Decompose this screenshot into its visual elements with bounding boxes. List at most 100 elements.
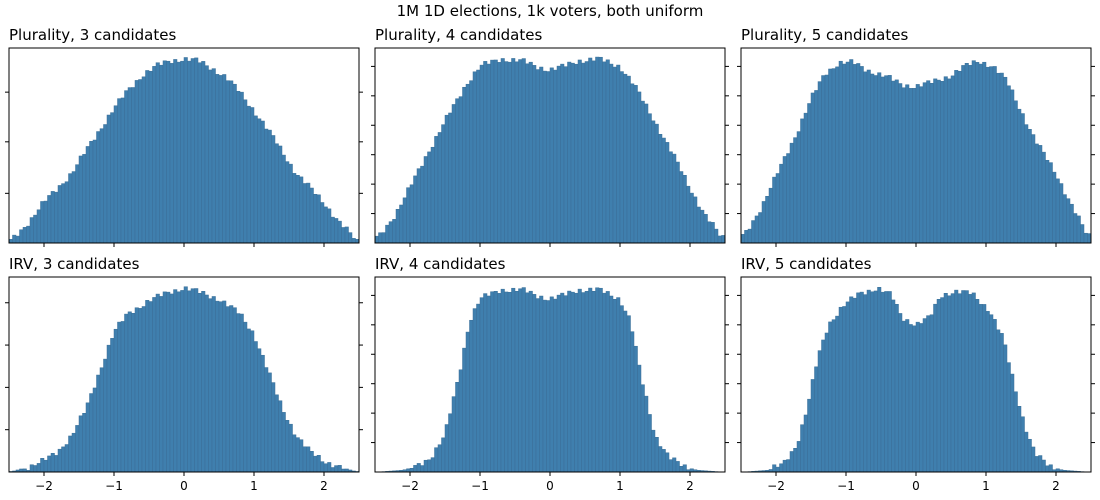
- histogram-bar: [982, 61, 987, 244]
- histogram-bar: [950, 75, 955, 244]
- histogram-bar: [152, 66, 157, 244]
- histogram-bar: [323, 206, 328, 244]
- histogram-bar: [134, 80, 139, 244]
- histogram-bar: [29, 217, 34, 244]
- histogram-bar: [406, 187, 411, 244]
- histogram-bar: [591, 60, 596, 244]
- histogram-bar: [444, 114, 449, 244]
- histogram-bar: [327, 462, 332, 473]
- histogram-bar: [863, 71, 868, 244]
- histogram-bar: [103, 124, 108, 244]
- histogram-bar: [793, 137, 798, 244]
- histogram-bar: [320, 202, 325, 244]
- histogram-bar: [658, 446, 663, 473]
- histogram-bar: [413, 175, 418, 244]
- panel-title: Plurality, 4 candidates: [375, 26, 542, 44]
- histogram-bar: [232, 307, 237, 473]
- histogram-bar: [1073, 213, 1078, 244]
- histogram-bar: [528, 290, 533, 473]
- histogram-bar: [57, 185, 62, 244]
- histogram-bar: [1062, 194, 1067, 244]
- histogram-bar: [514, 61, 519, 244]
- histogram-bar: [33, 214, 38, 244]
- histogram-bar: [693, 196, 698, 244]
- histogram-bar: [535, 69, 540, 244]
- histogram-bar: [138, 79, 143, 244]
- histogram-bar: [78, 415, 83, 473]
- histogram-bar: [504, 61, 509, 244]
- histogram-bar: [644, 103, 649, 244]
- histogram-bar: [936, 299, 941, 473]
- histogram-bar: [327, 208, 332, 244]
- histogram-bar: [661, 137, 666, 244]
- histogram-bar: [824, 74, 829, 244]
- histogram-bar: [814, 366, 819, 473]
- histogram-bar: [173, 289, 178, 473]
- histogram-bar: [124, 90, 129, 244]
- histogram-bar: [922, 82, 927, 244]
- histogram-bar: [320, 461, 325, 473]
- histogram-bar: [71, 432, 76, 473]
- histogram-bar: [577, 288, 582, 473]
- histogram-bar: [866, 289, 871, 473]
- histogram-bar: [933, 303, 938, 473]
- histogram-bar: [127, 87, 132, 244]
- histogram-bar: [113, 105, 118, 244]
- histogram-bar: [479, 297, 484, 473]
- histogram-bar: [423, 156, 428, 244]
- histogram-bar: [462, 347, 467, 473]
- histogram-bar: [334, 465, 339, 473]
- x-tick-label: 1: [250, 479, 258, 493]
- histogram-bar: [936, 79, 941, 244]
- histogram-bar: [852, 297, 857, 473]
- histogram-bar: [668, 459, 673, 473]
- histogram-bar: [476, 69, 481, 244]
- histogram-bar: [782, 459, 787, 473]
- histogram-bar: [469, 319, 474, 473]
- histogram-bar: [985, 66, 990, 244]
- histogram-bar: [218, 301, 223, 473]
- histogram-bar: [740, 234, 745, 244]
- histogram-bar: [975, 62, 980, 244]
- histogram-bar: [793, 448, 798, 473]
- histogram-bar: [239, 91, 244, 244]
- histogram-bar: [479, 64, 484, 244]
- histogram-bar: [1003, 76, 1008, 244]
- histogram-bar: [553, 69, 558, 244]
- histogram-bar: [619, 71, 624, 244]
- histogram-bar: [637, 91, 642, 244]
- histogram-bar: [971, 60, 976, 244]
- histogram-bar: [814, 90, 819, 244]
- histogram-bar: [679, 171, 684, 244]
- histogram-bar: [838, 306, 843, 473]
- histogram-bar: [57, 448, 62, 473]
- histogram-bar: [1038, 455, 1043, 473]
- histogram-bar: [894, 79, 899, 244]
- histogram-bar: [877, 72, 882, 244]
- histogram-bar: [570, 291, 575, 473]
- histogram-bar: [616, 297, 621, 473]
- histogram-bar: [99, 128, 104, 244]
- histogram-bar: [560, 292, 565, 473]
- histogram-bar: [458, 96, 463, 244]
- histogram-bar: [106, 344, 111, 473]
- histogram-bar: [887, 75, 892, 244]
- histogram-bar: [120, 321, 125, 473]
- histogram-bar: [385, 224, 390, 244]
- histogram-bar: [908, 324, 913, 473]
- histogram-bar: [169, 293, 174, 473]
- histogram-bar: [71, 171, 76, 244]
- histogram-bar: [598, 287, 603, 473]
- x-tick-label: 0: [912, 479, 920, 493]
- histogram-bar: [1031, 134, 1036, 244]
- histogram-bar: [609, 63, 614, 244]
- histogram-bar: [612, 66, 617, 244]
- histogram-bar: [323, 463, 328, 473]
- x-tick-label: 0: [546, 479, 554, 493]
- histogram-bar: [835, 315, 840, 473]
- histogram-bar: [800, 424, 805, 473]
- histogram-bar: [1027, 129, 1032, 244]
- histogram-bar: [581, 62, 586, 244]
- histogram-bar: [36, 463, 41, 473]
- histogram-bar: [313, 455, 318, 473]
